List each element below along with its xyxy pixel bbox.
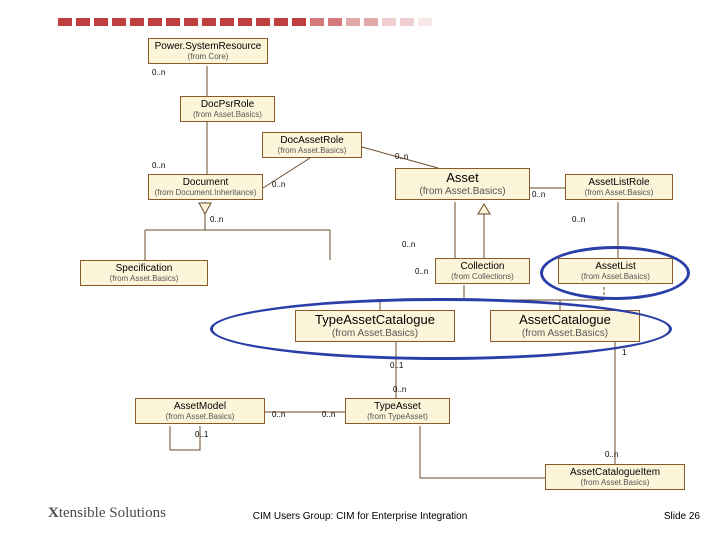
- node-power-system-resource: Power.SystemResource (from Core): [148, 38, 268, 64]
- header-dash: [166, 18, 180, 26]
- node-from: (from Core): [153, 53, 263, 62]
- multiplicity-label: 0..n: [605, 450, 618, 459]
- node-title: Collection: [440, 261, 525, 273]
- node-title: TypeAsset: [350, 401, 445, 413]
- header-dash: [292, 18, 306, 26]
- node-title: Specification: [85, 263, 203, 275]
- multiplicity-label: 0..n: [272, 410, 285, 419]
- node-title: Document: [153, 177, 258, 189]
- header-dash: [382, 18, 396, 26]
- node-collection: Collection (from Collections): [435, 258, 530, 284]
- node-document: Document (from Document.Inheritance): [148, 174, 263, 200]
- multiplicity-label: 0..n: [393, 385, 406, 394]
- multiplicity-label: 0..n: [322, 410, 335, 419]
- multiplicity-label: 0..n: [572, 215, 585, 224]
- multiplicity-label: 0..n: [152, 161, 165, 170]
- multiplicity-label: 0..n: [415, 267, 428, 276]
- node-from: (from Asset.Basics): [85, 275, 203, 284]
- node-asset-list-role: AssetListRole (from Asset.Basics): [565, 174, 673, 200]
- node-doc-asset-role: DocAssetRole (from Asset.Basics): [262, 132, 362, 158]
- node-from: (from Collections): [440, 273, 525, 282]
- header-dash: [58, 18, 72, 26]
- header-dash: [346, 18, 360, 26]
- header-dash: [364, 18, 378, 26]
- header-dash: [310, 18, 324, 26]
- header-dash: [112, 18, 126, 26]
- highlight-ellipse: [210, 298, 672, 360]
- header-dashes: [58, 18, 432, 26]
- node-title: AssetListRole: [570, 177, 668, 189]
- footer-slide-number: Slide 26: [664, 511, 700, 522]
- node-title: DocAssetRole: [267, 135, 357, 147]
- footer-caption: CIM Users Group: CIM for Enterprise Inte…: [0, 511, 720, 522]
- header-dash: [148, 18, 162, 26]
- header-dash: [274, 18, 288, 26]
- node-from: (from Asset.Basics): [550, 479, 680, 488]
- header-dash: [328, 18, 342, 26]
- highlight-ellipse: [540, 246, 690, 300]
- node-type-asset: TypeAsset (from TypeAsset): [345, 398, 450, 424]
- header-dash: [94, 18, 108, 26]
- node-title: DocPsrRole: [185, 99, 270, 111]
- node-from: (from Asset.Basics): [140, 413, 260, 422]
- node-asset-model: AssetModel (from Asset.Basics): [135, 398, 265, 424]
- node-asset-catalogue-item: AssetCatalogueItem (from Asset.Basics): [545, 464, 685, 490]
- node-title: AssetModel: [140, 401, 260, 413]
- node-from: (from Asset.Basics): [570, 189, 668, 198]
- node-from: (from Asset.Basics): [185, 111, 270, 120]
- multiplicity-label: 1: [622, 348, 626, 357]
- header-dash: [400, 18, 414, 26]
- multiplicity-label: 0..n: [532, 190, 545, 199]
- header-dash: [76, 18, 90, 26]
- node-asset: Asset (from Asset.Basics): [395, 168, 530, 200]
- multiplicity-label: 0..n: [210, 215, 223, 224]
- node-from: (from Asset.Basics): [267, 147, 357, 156]
- multiplicity-label: 0..n: [395, 152, 408, 161]
- header-dash: [238, 18, 252, 26]
- node-title: Power.SystemResource: [153, 41, 263, 53]
- header-dash: [418, 18, 432, 26]
- header-dash: [256, 18, 270, 26]
- multiplicity-label: 0..n: [152, 68, 165, 77]
- node-doc-psr-role: DocPsrRole (from Asset.Basics): [180, 96, 275, 122]
- node-title: Asset: [400, 171, 525, 186]
- node-from: (from TypeAsset): [350, 413, 445, 422]
- node-title: AssetCatalogueItem: [550, 467, 680, 479]
- header-dash: [184, 18, 198, 26]
- header-dash: [130, 18, 144, 26]
- node-from: (from Document.Inheritance): [153, 189, 258, 198]
- node-from: (from Asset.Basics): [400, 186, 525, 197]
- header-dash: [220, 18, 234, 26]
- header-dash: [202, 18, 216, 26]
- node-specification: Specification (from Asset.Basics): [80, 260, 208, 286]
- multiplicity-label: 0..1: [390, 361, 403, 370]
- multiplicity-label: 0..n: [402, 240, 415, 249]
- multiplicity-label: 0..1: [195, 430, 208, 439]
- multiplicity-label: 0..n: [272, 180, 285, 189]
